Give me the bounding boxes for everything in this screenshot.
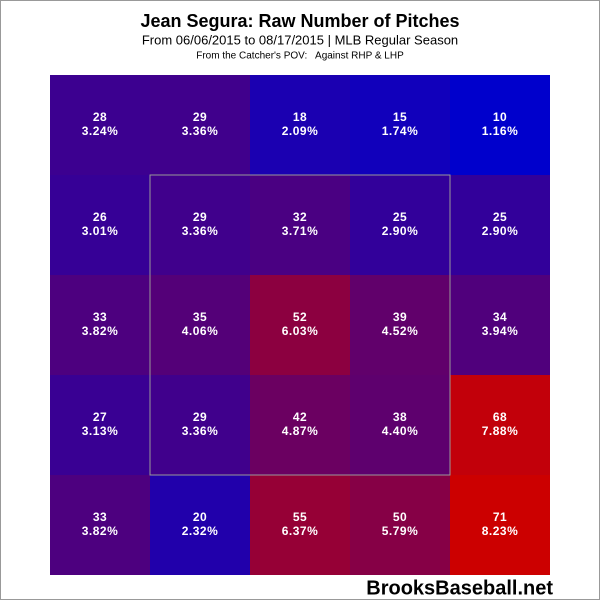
heat-cell (350, 275, 450, 375)
count-label: 39 (393, 310, 407, 324)
count-label: 50 (393, 510, 407, 524)
heat-cell (150, 475, 250, 575)
heat-cell (150, 75, 250, 175)
count-label: 29 (193, 110, 207, 124)
heat-cell (50, 375, 150, 475)
count-label: 15 (393, 110, 407, 124)
share-label: 3.36% (182, 224, 219, 238)
count-label: 10 (493, 110, 507, 124)
heat-cell (250, 275, 350, 375)
count-label: 28 (93, 110, 107, 124)
heat-cell (450, 375, 550, 475)
share-label: 4.40% (382, 424, 419, 438)
share-label: 3.36% (182, 424, 219, 438)
heat-cell (50, 175, 150, 275)
heat-cell (350, 475, 450, 575)
share-label: 3.94% (482, 324, 519, 338)
share-label: 3.36% (182, 124, 219, 138)
heat-cell (150, 175, 250, 275)
heat-cell (450, 275, 550, 375)
heat-cell (250, 75, 350, 175)
share-label: 5.79% (382, 524, 419, 538)
count-label: 32 (293, 210, 307, 224)
heat-cell (350, 175, 450, 275)
share-label: 3.82% (82, 524, 119, 538)
share-label: 4.52% (382, 324, 419, 338)
count-label: 26 (93, 210, 107, 224)
heat-cell (350, 75, 450, 175)
share-label: 2.32% (182, 524, 219, 538)
share-label: 7.88% (482, 424, 519, 438)
share-label: 3.24% (82, 124, 119, 138)
count-label: 52 (293, 310, 307, 324)
share-label: 3.13% (82, 424, 119, 438)
share-label: 8.23% (482, 524, 519, 538)
share-label: 6.03% (282, 324, 319, 338)
share-label: 4.87% (282, 424, 319, 438)
share-label: 3.71% (282, 224, 319, 238)
heat-cell (250, 375, 350, 475)
share-label: 1.16% (482, 124, 519, 138)
heat-cell (250, 475, 350, 575)
count-label: 25 (493, 210, 507, 224)
heat-cell (150, 275, 250, 375)
count-label: 33 (93, 310, 107, 324)
count-label: 71 (493, 510, 507, 524)
count-label: 35 (193, 310, 207, 324)
count-label: 55 (293, 510, 307, 524)
heat-cell (150, 375, 250, 475)
count-label: 33 (93, 510, 107, 524)
count-label: 29 (193, 210, 207, 224)
count-label: 25 (393, 210, 407, 224)
share-label: 2.90% (482, 224, 519, 238)
share-label: 1.74% (382, 124, 419, 138)
share-label: 2.09% (282, 124, 319, 138)
share-label: 6.37% (282, 524, 319, 538)
chart-title: Jean Segura: Raw Number of Pitches (140, 11, 459, 31)
heat-cell (50, 75, 150, 175)
count-label: 29 (193, 410, 207, 424)
share-label: 2.90% (382, 224, 419, 238)
count-label: 18 (293, 110, 307, 124)
count-label: 20 (193, 510, 207, 524)
heat-cell (450, 475, 550, 575)
share-label: 3.82% (82, 324, 119, 338)
heat-cell (450, 175, 550, 275)
heat-cell (50, 475, 150, 575)
share-label: 3.01% (82, 224, 119, 238)
grid: 283.24%293.36%182.09%151.74%101.16%263.0… (50, 75, 550, 575)
share-label: 4.06% (182, 324, 219, 338)
heat-cell (350, 375, 450, 475)
strike-zone (149, 174, 451, 476)
heat-cell (450, 75, 550, 175)
chart-subtitle: From 06/06/2015 to 08/17/2015 | MLB Regu… (142, 32, 458, 47)
count-label: 27 (93, 410, 107, 424)
count-label: 42 (293, 410, 307, 424)
count-label: 68 (493, 410, 507, 424)
credit: BrooksBaseball.net (366, 577, 553, 599)
heat-cell (50, 275, 150, 375)
heat-cell (250, 175, 350, 275)
chart-note: From the Catcher's POV: Against RHP & LH… (196, 51, 404, 62)
count-label: 38 (393, 410, 407, 424)
count-label: 34 (493, 310, 507, 324)
